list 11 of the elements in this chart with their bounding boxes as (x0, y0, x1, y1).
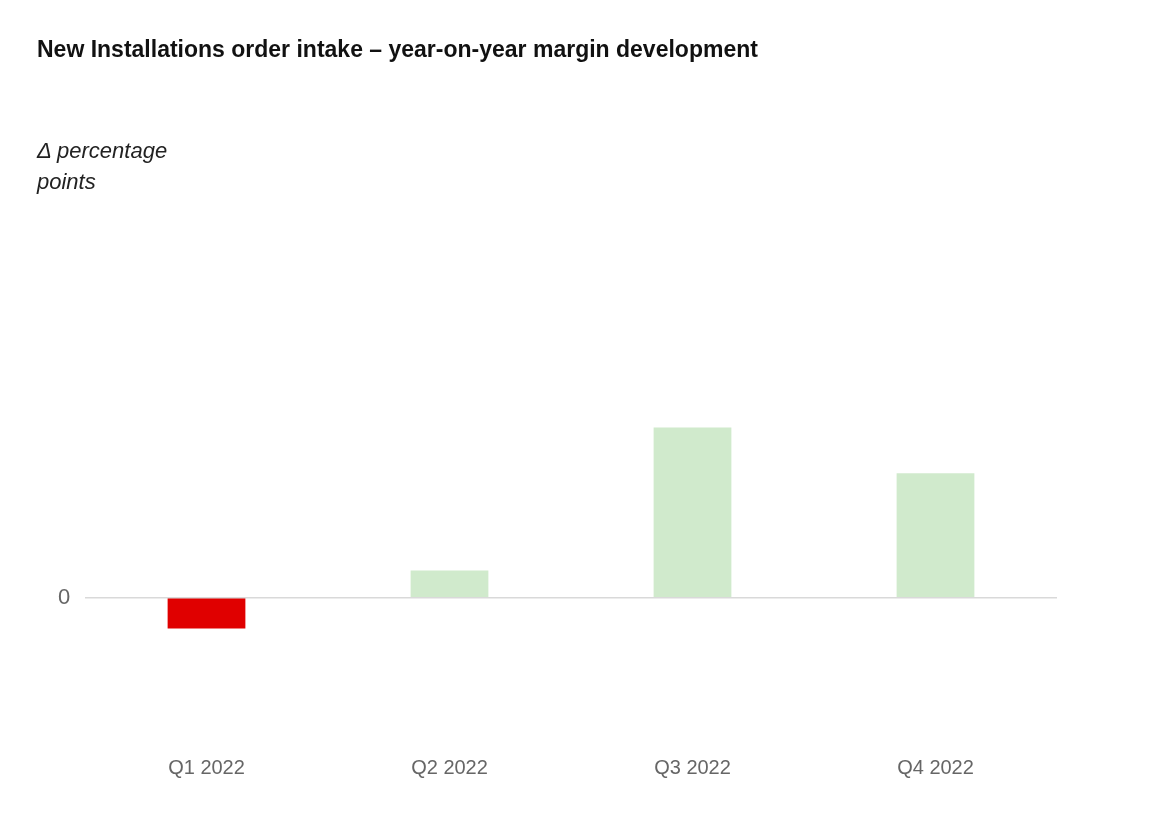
x-tick-label: Q2 2022 (411, 755, 488, 778)
x-tick-label: Q4 2022 (897, 755, 974, 778)
bar (896, 473, 975, 598)
bar (653, 427, 732, 598)
ref-line-label: 0 (57, 583, 71, 609)
x-tick-label: Q1 2022 (168, 755, 245, 778)
x-tick-label: Q3 2022 (654, 755, 731, 778)
chart-title: New Installations order intake – year-on-year margin development (37, 36, 758, 63)
bar (167, 597, 246, 629)
bar (410, 570, 489, 598)
text: Δ percentage points (37, 137, 169, 196)
